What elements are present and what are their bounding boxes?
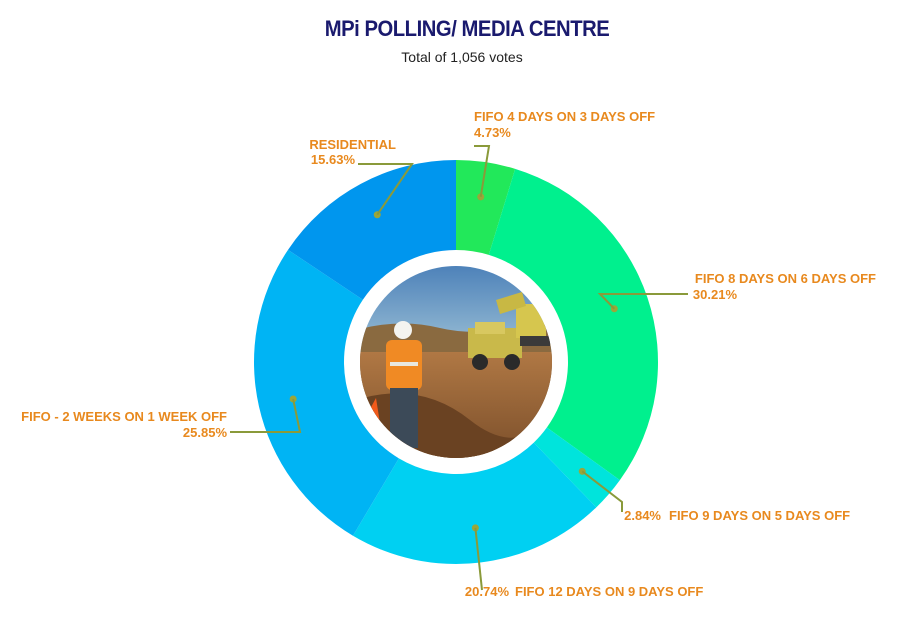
slice-fifo-4on3off (456, 160, 516, 255)
leader-line-fifo-4on3off (474, 145, 491, 198)
leader-line-fifo-9on5off (581, 470, 623, 512)
chart-title: MPi POLLING/ MEDIA CENTRE (324, 16, 610, 41)
slice-fifo-2wk1wk (253, 249, 399, 536)
leader-line-fifo-8on6off (597, 293, 688, 310)
slice-fifo-9on5off (533, 427, 620, 508)
slice-residential (288, 160, 456, 300)
chart-subtitle: Total of 1,056 votes (401, 49, 523, 65)
label-fifo-9on5off-name: FIFO 9 DAYS ON 5 DAYS OFF (669, 508, 850, 523)
label-residential-pct: 15.63% (311, 152, 356, 167)
label-fifo-12on9off-name: FIFO 12 DAYS ON 9 DAYS OFF (515, 584, 703, 599)
pie-slices (253, 160, 659, 564)
slice-fifo-12on9off (352, 442, 597, 564)
label-fifo-4on3off-name: FIFO 4 DAYS ON 3 DAYS OFF (474, 109, 655, 124)
leader-line-fifo-12on9off (474, 527, 483, 591)
label-fifo-8on6off-name: FIFO 8 DAYS ON 6 DAYS OFF (695, 271, 876, 286)
label-fifo-2wk1wk-name: FIFO - 2 WEEKS ON 1 WEEK OFF (21, 409, 227, 424)
label-fifo-2wk1wk-pct: 25.85% (183, 425, 228, 440)
label-residential-name: RESIDENTIAL (309, 137, 396, 152)
leader-line-residential (358, 163, 414, 216)
slice-fifo-8on6off (488, 168, 659, 481)
label-fifo-8on6off-pct: 30.21% (693, 287, 738, 302)
label-fifo-9on5off-pct: 2.84% (624, 508, 661, 523)
label-fifo-4on3off-pct: 4.73% (474, 125, 511, 140)
leader-lines (230, 145, 688, 591)
label-fifo-12on9off-pct: 20.74% (465, 584, 510, 599)
leader-line-fifo-2wk1wk (230, 398, 302, 433)
